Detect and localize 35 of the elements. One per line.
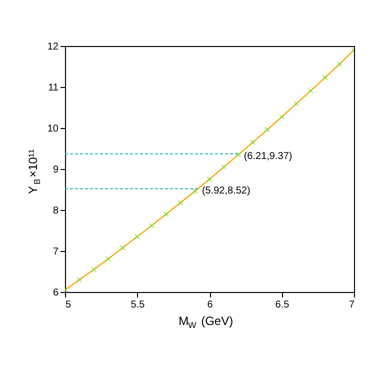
y-tick-label: 9	[52, 164, 59, 176]
point	[293, 101, 299, 107]
point	[106, 256, 112, 262]
y-tick-label: 12	[47, 42, 59, 52]
x-tick-label: 6	[207, 300, 214, 310]
point	[192, 188, 198, 194]
annotation: (6.21,9.37)	[244, 150, 292, 162]
x-tick-label: 6.5	[275, 300, 290, 310]
point	[120, 244, 126, 250]
x-tick-label: 5	[66, 300, 72, 310]
point	[134, 234, 140, 240]
y-axis-title: YB×10¹¹	[26, 149, 42, 194]
y-tick-label: 8	[52, 206, 59, 216]
point	[236, 152, 242, 158]
x-tick-label: 7	[348, 300, 355, 310]
point	[336, 61, 342, 67]
point	[206, 176, 212, 182]
y-tick-label: 7	[52, 246, 59, 258]
point	[264, 126, 270, 132]
y-tick-label: 6	[52, 288, 59, 298]
annotation: (5.92,8.52)	[202, 186, 250, 197]
point	[178, 200, 184, 206]
point	[91, 266, 97, 272]
point	[148, 222, 154, 228]
x-tick-label: 5.5	[130, 300, 146, 310]
line-series	[65, 50, 354, 291]
point	[250, 140, 256, 146]
y-tick-label: 11	[48, 82, 59, 94]
point	[308, 88, 314, 94]
point	[163, 211, 169, 217]
point	[279, 114, 284, 120]
point	[76, 276, 82, 282]
y-tick-label: 10	[47, 124, 59, 134]
point	[221, 164, 227, 170]
point	[322, 74, 328, 80]
